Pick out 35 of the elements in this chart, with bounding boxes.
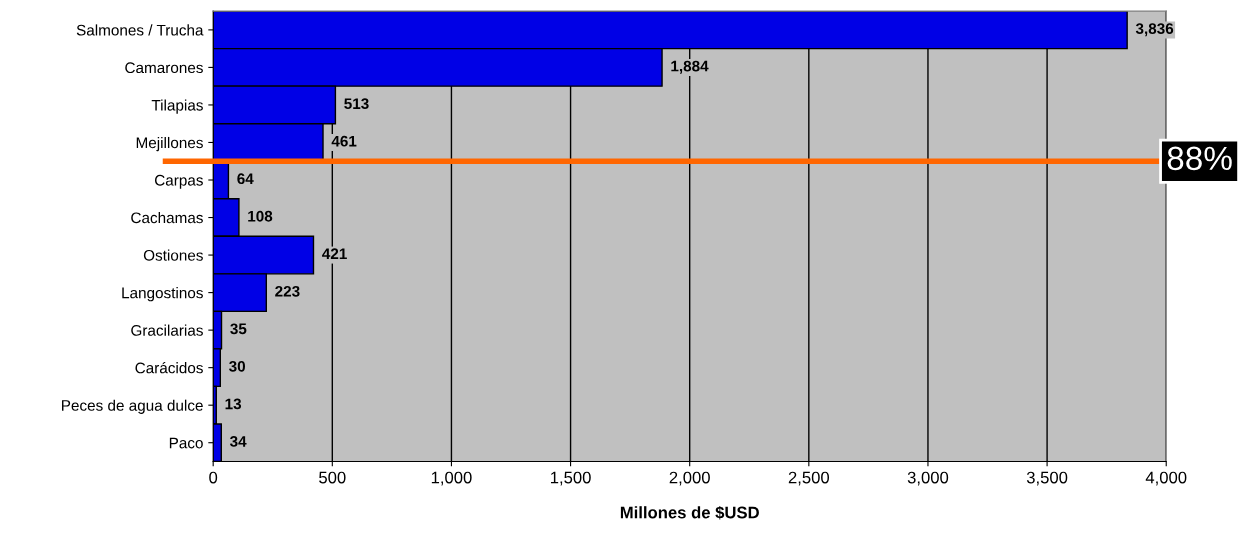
y-tick-label: Ostiones <box>143 249 203 261</box>
ref-line-label: 88% <box>1167 146 1232 171</box>
y-tick-label: Tilapias <box>151 99 203 114</box>
y-tick-label: Mejillones <box>136 136 203 152</box>
x-tick-label: 1,000 <box>431 471 472 486</box>
x-axis-title: Millones de $USD <box>620 505 759 520</box>
y-tick-label: Carpas <box>154 174 203 189</box>
x-tick-label: 1,500 <box>550 471 591 486</box>
y-tick-label: Cachamas <box>131 212 203 224</box>
y-tick-label: Carácidos <box>135 361 203 374</box>
data-label: 223 <box>275 285 300 297</box>
x-tick-label: 500 <box>319 471 346 484</box>
y-tick-label: Camarones <box>125 62 203 74</box>
x-tick-label: 4,000 <box>1145 471 1187 486</box>
y-tick-label: Salmones / Trucha <box>76 24 204 36</box>
data-label: 1,884 <box>671 60 709 74</box>
y-tick-label: Gracilarias <box>131 324 203 336</box>
data-label: 513 <box>344 98 369 110</box>
y-tick-label: Langostinos <box>122 287 203 302</box>
x-tick-label: 2,000 <box>669 471 710 486</box>
data-label: 35 <box>230 323 247 335</box>
x-tick-label: 3,000 <box>907 471 949 486</box>
data-label: 13 <box>225 398 242 410</box>
data-label: 3,836 <box>1135 23 1174 37</box>
data-label: 421 <box>322 248 347 260</box>
x-tick-label: 3,500 <box>1026 471 1068 486</box>
data-label: 64 <box>237 173 254 185</box>
y-tick-label: Peces de agua dulce <box>62 399 203 414</box>
x-tick-label: 2,500 <box>788 471 830 486</box>
y-tick-label: Paco <box>169 437 203 449</box>
data-label: 30 <box>229 360 246 372</box>
x-tick-label: 0 <box>209 471 218 484</box>
data-label: 34 <box>229 436 247 447</box>
data-label: 108 <box>248 210 273 222</box>
data-label: 461 <box>331 135 357 147</box>
